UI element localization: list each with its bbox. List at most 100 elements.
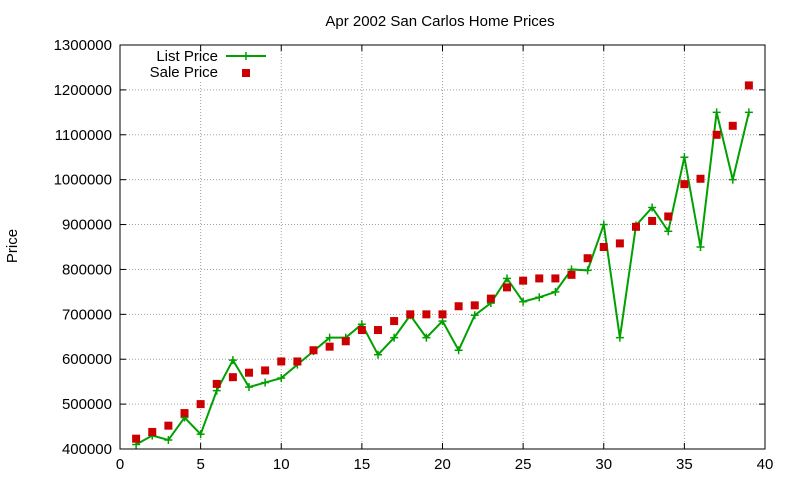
y-tick-label: 1000000	[54, 172, 112, 189]
x-tick-label: 20	[434, 456, 451, 473]
x-tick-label: 25	[515, 456, 532, 473]
sale-price-point	[696, 174, 705, 183]
x-tick-label: 0	[116, 456, 124, 473]
sale-price-point	[422, 310, 431, 319]
y-axis-label: Price	[4, 229, 21, 263]
list-price-point	[438, 317, 447, 326]
list-price-point	[503, 274, 511, 283]
chart-title: Apr 2002 San Carlos Home Prices	[325, 13, 554, 30]
list-price-point	[744, 108, 753, 117]
sale-price-point	[357, 326, 366, 335]
list-price-point	[696, 243, 705, 251]
legend-item: List Price	[156, 48, 266, 65]
legend-marker-sample	[242, 69, 250, 77]
y-tick-label: 600000	[62, 351, 112, 368]
sale-price-point	[132, 434, 141, 443]
sale-price-point	[341, 337, 350, 346]
list-price-point	[228, 356, 237, 365]
list-price-point	[470, 311, 479, 320]
y-tick-label: 400000	[62, 441, 112, 458]
sale-price-point	[551, 274, 560, 283]
legend-label: Sale Price	[150, 64, 218, 81]
sale-price-point	[744, 81, 753, 90]
sale-price-point	[535, 274, 544, 283]
list-price-point	[454, 346, 463, 355]
sale-price-point	[309, 346, 318, 355]
sale-price-point	[583, 254, 592, 263]
list-price-point	[535, 293, 544, 302]
sale-price-point	[212, 379, 221, 388]
sale-price-point	[438, 310, 447, 319]
list-price-point	[390, 333, 399, 342]
series-sale-price	[132, 81, 753, 443]
sale-price-point	[196, 400, 205, 409]
sale-price-point	[180, 409, 189, 418]
sale-price-point	[164, 421, 173, 430]
sale-price-point	[390, 317, 399, 326]
sale-price-point	[228, 373, 237, 382]
sale-price-point	[664, 212, 673, 221]
sale-price-point	[519, 276, 528, 285]
y-tick-label: 800000	[62, 261, 112, 278]
y-tick-label: 900000	[62, 217, 112, 234]
x-tick-label: 35	[676, 456, 693, 473]
y-tick-label: 500000	[62, 396, 112, 413]
list-price-point	[712, 108, 721, 117]
sale-price-point	[712, 130, 721, 139]
x-tick-label: 40	[757, 456, 774, 473]
sale-price-point	[261, 366, 270, 375]
list-price-point	[245, 383, 253, 392]
sale-price-point	[325, 342, 334, 351]
list-price-point	[615, 333, 624, 342]
sale-price-point	[680, 180, 689, 189]
y-tick-label: 1200000	[54, 82, 112, 99]
list-price-point	[648, 203, 657, 212]
list-price-point	[374, 350, 382, 359]
legend-item: Sale Price	[150, 64, 250, 81]
x-tick-label: 15	[354, 456, 371, 473]
list-price-point	[680, 153, 689, 162]
list-price-point	[164, 436, 173, 445]
y-tick-label: 1100000	[55, 127, 112, 144]
list-price-point	[551, 287, 560, 296]
sale-price-point	[406, 310, 415, 319]
sale-price-point	[277, 357, 286, 366]
x-tick-label: 5	[196, 456, 204, 473]
sale-price-point	[245, 368, 253, 377]
plot-border	[119, 44, 766, 450]
list-price-point	[196, 430, 205, 439]
sale-price-point	[454, 302, 463, 311]
legend-marker-sample	[242, 52, 250, 60]
list-price-point	[664, 227, 673, 236]
list-price-point	[277, 374, 286, 383]
tick-labels: 0 5 10 15 20 25 30 35 40 400000 500000 600000 700000…	[54, 37, 774, 473]
sale-price-point	[615, 239, 624, 248]
list-price-point	[599, 220, 608, 229]
list-price-point	[728, 175, 737, 184]
x-tick-label: 10	[273, 456, 290, 473]
y-tick-label: 1300000	[54, 37, 112, 54]
axes	[119, 44, 766, 450]
list-price-point	[325, 333, 334, 342]
sale-price-point	[567, 270, 576, 279]
legend-label: List Price	[156, 48, 218, 65]
list-price-point	[519, 297, 528, 306]
sale-price-point	[648, 216, 657, 225]
sale-price-point	[374, 326, 382, 335]
sale-price-point	[486, 294, 495, 303]
y-tick-label: 700000	[62, 306, 112, 323]
sale-price-point	[148, 427, 157, 436]
list-price-point	[261, 378, 270, 387]
x-tick-label: 30	[595, 456, 612, 473]
sale-price-point	[470, 301, 479, 310]
list-price-point	[212, 386, 221, 395]
sale-price-point	[728, 121, 737, 130]
sale-price-point	[503, 283, 511, 292]
list-price-point	[422, 333, 431, 342]
data-series	[132, 81, 753, 449]
list-price-point	[583, 266, 592, 275]
sale-price-point	[293, 357, 302, 366]
